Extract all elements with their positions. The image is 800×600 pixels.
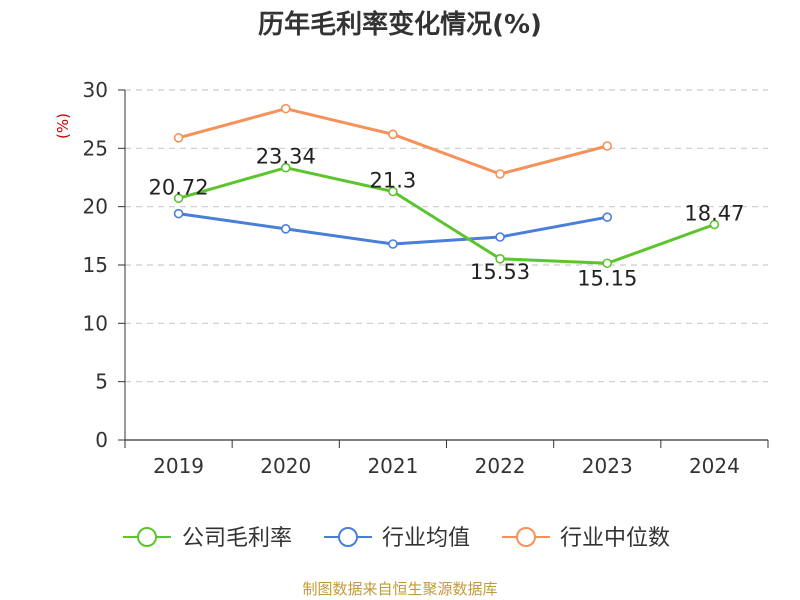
data-point xyxy=(709,219,720,230)
data-point xyxy=(495,254,505,264)
series-lines xyxy=(173,103,720,269)
data-point xyxy=(388,239,398,249)
data-point xyxy=(280,103,291,114)
data-label: 15.53 xyxy=(470,260,530,284)
legend-marker xyxy=(516,527,536,547)
y-tick-label: 5 xyxy=(95,370,108,394)
data-label: 18.47 xyxy=(684,202,744,226)
series-line-0 xyxy=(178,166,715,265)
series-line-2 xyxy=(178,107,608,176)
data-point xyxy=(173,133,184,143)
data-point xyxy=(280,224,291,234)
y-tick-label: 10 xyxy=(83,311,108,335)
x-tick-label: 2019 xyxy=(153,454,204,478)
data-point xyxy=(173,193,184,204)
y-tick-label: 25 xyxy=(83,136,108,160)
data-point xyxy=(602,141,613,151)
y-tick-label: 15 xyxy=(83,253,108,277)
y-tick-label: 0 xyxy=(95,428,108,452)
legend-label: 公司毛利率 xyxy=(182,526,292,551)
x-tick-label: 2021 xyxy=(367,454,418,478)
data-label: 21.3 xyxy=(370,169,417,193)
grid-lines xyxy=(125,89,768,383)
source-footer: 制图数据来自恒生聚源数据库 xyxy=(302,580,498,598)
x-tick-label: 2024 xyxy=(689,454,740,478)
data-label: 20.72 xyxy=(149,175,209,199)
data-label: 15.15 xyxy=(577,266,637,290)
data-point xyxy=(388,129,398,140)
data-point xyxy=(495,169,505,179)
axes: 0 5 10 15 20 25 30 (%) 2019 2020 2021 2022 2023 2024 xyxy=(54,78,769,478)
x-tick-label: 2022 xyxy=(475,454,526,478)
data-point xyxy=(495,232,505,242)
legend: 公司毛利率 行业均值 行业中位数 xyxy=(123,526,670,551)
y-tick-label: 30 xyxy=(83,78,108,102)
data-label: 23.34 xyxy=(256,145,316,169)
data-point xyxy=(173,208,184,219)
y-axis-unit-label: (%) xyxy=(54,113,72,139)
x-tick-label: 2020 xyxy=(260,454,311,478)
legend-label: 行业均值 xyxy=(382,526,470,551)
data-point xyxy=(388,186,398,197)
data-point xyxy=(602,212,613,222)
data-point xyxy=(602,258,613,269)
legend-marker xyxy=(338,527,358,547)
data-point xyxy=(280,162,291,173)
legend-label: 行业中位数 xyxy=(560,526,670,551)
chart-title: 历年毛利率变化情况(%) xyxy=(258,10,542,40)
legend-marker xyxy=(137,527,157,547)
x-tick-label: 2023 xyxy=(582,454,633,478)
data-labels: 20.72 23.34 21.3 15.53 15.15 18.47 xyxy=(149,145,745,291)
y-tick-label: 20 xyxy=(83,195,108,219)
